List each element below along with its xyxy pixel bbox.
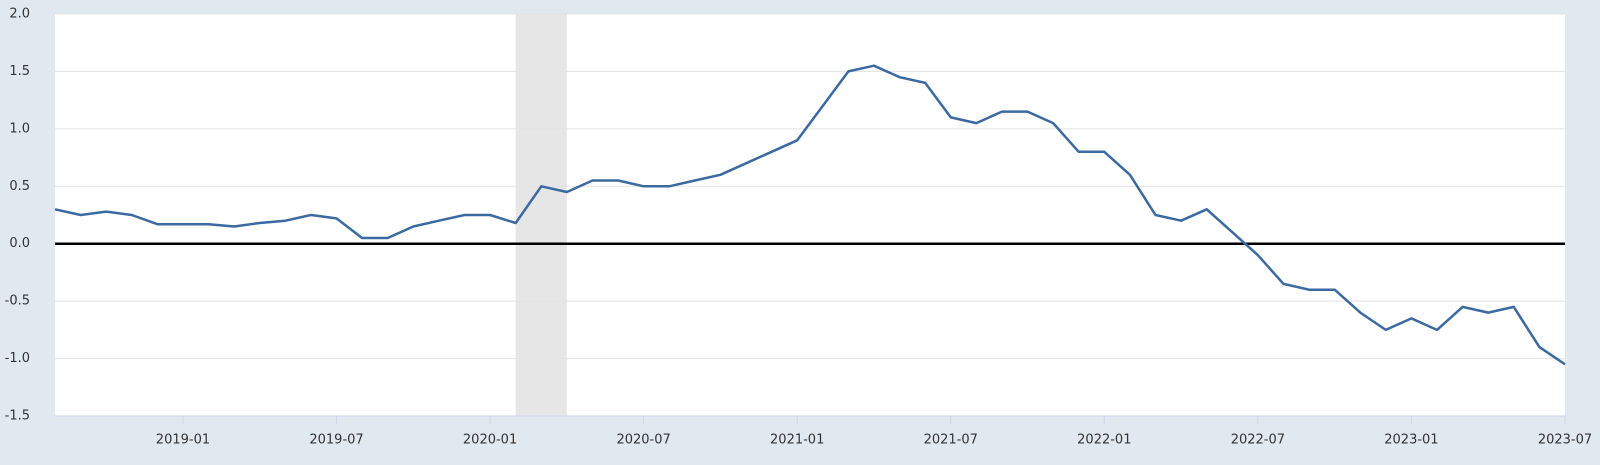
x-tick-label: 2020-01 [463, 433, 517, 448]
x-tick-label: 2019-01 [156, 433, 210, 448]
y-tick-label: -0.5 [5, 294, 30, 309]
x-tick-label: 2023-01 [1384, 433, 1438, 448]
plot-area [55, 14, 1565, 416]
y-tick-label: 0.0 [9, 236, 30, 251]
y-tick-label: -1.0 [5, 351, 30, 366]
x-tick-label: 2019-07 [309, 433, 363, 448]
x-tick-label: 2021-01 [770, 433, 824, 448]
y-tick-label: 1.5 [9, 64, 30, 79]
series-line [54, 64, 1566, 366]
recession-shade [515, 14, 567, 416]
x-tick-label: 2022-07 [1231, 433, 1285, 448]
x-tick-label: 2020-07 [616, 433, 670, 448]
y-tick-label: 1.0 [9, 121, 30, 136]
x-tick-label: 2022-01 [1077, 433, 1131, 448]
y-tick-label: 2.0 [9, 7, 30, 22]
y-tick-label: 0.5 [9, 179, 30, 194]
y-tick-label: -1.5 [5, 409, 30, 424]
x-tick-label: 2021-07 [924, 433, 978, 448]
x-tick-label: 2023-07 [1538, 433, 1592, 448]
